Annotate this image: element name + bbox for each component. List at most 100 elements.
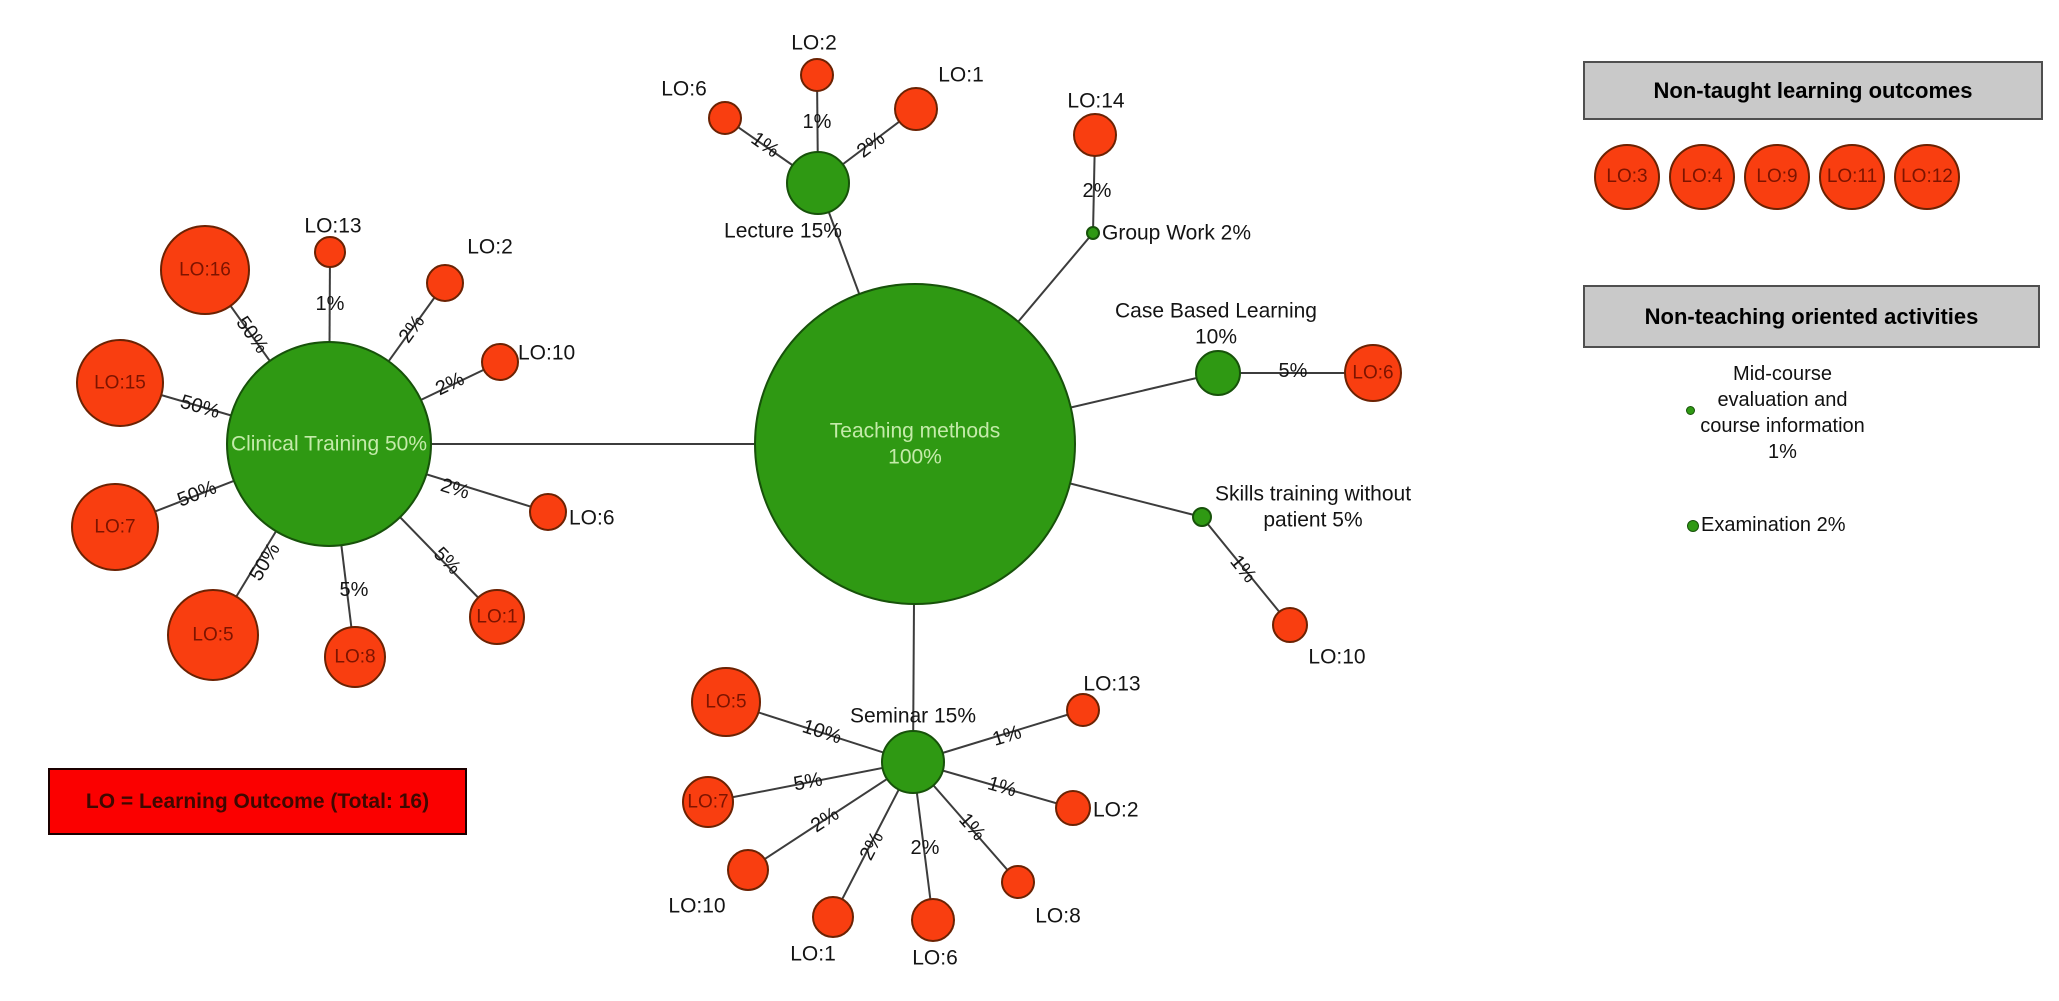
node-label-sem_lo10: LO:10 (668, 895, 725, 918)
node-cbl_lo6 (1344, 344, 1402, 402)
edge-label-seminar-sem_lo10: 2% (807, 803, 843, 837)
node-cl_lo15 (76, 339, 164, 427)
edge-label-clinical-cl_lo16: 50% (231, 312, 272, 358)
non-taught-outcome-circle: LO:4 (1669, 144, 1735, 210)
node-sem_lo13 (1066, 693, 1100, 727)
edge-label-seminar-sem_lo13: 1% (990, 721, 1024, 751)
non-taught-outcomes-row: LO:3 LO:4 LO:9 LO:11 LO:12 (1594, 144, 1960, 210)
node-label-lec_lo6: LO:6 (661, 78, 707, 101)
node-label-cl_lo1: LO:1 (476, 607, 517, 628)
node-label-sem_lo5: LO:5 (705, 692, 746, 713)
non-taught-legend-title: Non-taught learning outcomes (1653, 77, 1973, 103)
node-label-sem_lo13: LO:13 (1083, 673, 1140, 696)
edge-label-clinical-cl_lo15: 50% (178, 391, 223, 423)
edge-label-lecture-lec_lo6: 1% (747, 128, 783, 163)
node-skills (1192, 507, 1212, 527)
node-sem_lo6 (911, 898, 955, 942)
node-label-lo14: LO:14 (1067, 90, 1125, 113)
edge-label-seminar-sem_lo1: 2% (856, 828, 889, 864)
node-label-cl_lo15: LO:15 (94, 373, 146, 394)
node-label-cl_lo5: LO:5 (192, 625, 233, 646)
node-lec_lo1 (894, 87, 938, 131)
node-clinical (226, 341, 432, 547)
node-lecture (786, 151, 850, 215)
node-cl_lo6 (529, 493, 567, 531)
node-label-cl_lo16: LO:16 (179, 260, 231, 281)
node-label-cbl_lo6: LO:6 (1352, 363, 1393, 384)
node-label-cl_lo6: LO:6 (569, 507, 615, 530)
non-taught-outcome-label: LO:4 (1681, 166, 1723, 187)
node-sem_lo10 (727, 849, 769, 891)
edge-label-clinical-cl_lo1: 5% (429, 543, 465, 579)
node-sem_lo5 (691, 667, 761, 737)
edge-seminar-sem_lo7 (707, 761, 914, 803)
edge-label-clinical-cl_lo5: 50% (245, 539, 285, 585)
lo-definition-box: LO = Learning Outcome (Total: 16) (48, 768, 467, 835)
edge-label-groupwork-lo14: 2% (1083, 180, 1112, 202)
node-label-clinical: Clinical Training 50% (231, 433, 427, 456)
node-label-sem_lo7: LO:7 (687, 792, 728, 813)
non-taught-outcome-circle: LO:11 (1819, 144, 1885, 210)
edge-label-seminar-sem_lo5: 10% (800, 715, 845, 748)
node-label-teaching: Teaching methods 100% (830, 420, 1000, 469)
node-seminar (881, 730, 945, 794)
node-label-sem_lo1: LO:1 (790, 943, 836, 966)
examination-label: Examination 2% (1701, 514, 1846, 536)
edge-label-clinical-cl_lo10: 2% (432, 368, 468, 400)
node-lec_lo6 (708, 101, 742, 135)
node-label-sem_lo6: LO:6 (912, 947, 958, 970)
non-taught-outcome-circle: LO:9 (1744, 144, 1810, 210)
edge-label-seminar-sem_lo2: 1% (985, 772, 1019, 801)
node-sem_lo8 (1001, 865, 1035, 899)
node-label-cbl: Case Based Learning 10% (1115, 300, 1317, 349)
node-teaching (754, 283, 1076, 605)
mid-course-dot (1686, 406, 1695, 415)
edge-label-clinical-cl_lo6: 2% (438, 474, 472, 504)
examination-dot (1687, 520, 1699, 532)
node-label-sem_lo2: LO:2 (1093, 799, 1139, 822)
node-lec_lo2 (800, 58, 834, 92)
edge-seminar-sem_lo10 (747, 761, 914, 871)
edge-label-seminar-sem_lo7: 5% (792, 768, 825, 795)
node-label-cl_lo8: LO:8 (334, 647, 375, 668)
node-cl_lo1 (469, 589, 525, 645)
edge-label-cbl-cbl_lo6: 5% (1279, 360, 1308, 382)
edge-label-seminar-sem_lo6: 2% (911, 837, 940, 859)
non-teaching-legend-box: Non-teaching oriented activities (1583, 285, 2040, 348)
node-label-lecture: Lecture 15% (724, 220, 842, 243)
node-label-groupwork: Group Work 2% (1102, 222, 1251, 245)
mid-course-label: Mid-course evaluation and course informa… (1700, 363, 1865, 463)
node-label-lec_lo1: LO:1 (938, 64, 984, 87)
node-label-seminar: Seminar 15% (850, 705, 976, 728)
node-label-sk_lo10: LO:10 (1308, 646, 1365, 669)
edge-label-lecture-lec_lo2: 1% (803, 111, 832, 133)
non-taught-outcome-label: LO:11 (1826, 166, 1878, 187)
edge-label-clinical-cl_lo7: 50% (174, 476, 219, 511)
node-cl_lo5 (167, 589, 259, 681)
node-sk_lo10 (1272, 607, 1308, 643)
node-label-cl_lo7: LO:7 (94, 517, 135, 538)
non-taught-outcome-circle: LO:3 (1594, 144, 1660, 210)
node-cl_lo7 (71, 483, 159, 571)
node-cl_lo2 (426, 264, 464, 302)
node-label-sem_lo8: LO:8 (1035, 905, 1081, 928)
edge-label-clinical-cl_lo2: 2% (395, 311, 430, 347)
node-label-skills: Skills training without patient 5% (1215, 483, 1411, 532)
edge-skills-sk_lo10 (1201, 516, 1291, 626)
node-label-cl_lo2: LO:2 (467, 236, 513, 259)
node-sem_lo2 (1055, 790, 1091, 826)
non-taught-outcome-label: LO:12 (1901, 166, 1953, 187)
node-cl_lo16 (160, 225, 250, 315)
node-cl_lo10 (481, 343, 519, 381)
non-taught-outcome-label: LO:9 (1756, 166, 1798, 187)
node-cl_lo8 (324, 626, 386, 688)
node-cbl (1195, 350, 1241, 396)
node-lo14 (1073, 113, 1117, 157)
node-label-lec_lo2: LO:2 (791, 32, 837, 55)
edge-label-clinical-cl_lo13: 1% (316, 293, 345, 315)
node-sem_lo1 (812, 896, 854, 938)
node-label-cl_lo13: LO:13 (304, 215, 361, 238)
lo-definition-label: LO = Learning Outcome (Total: 16) (85, 789, 430, 813)
